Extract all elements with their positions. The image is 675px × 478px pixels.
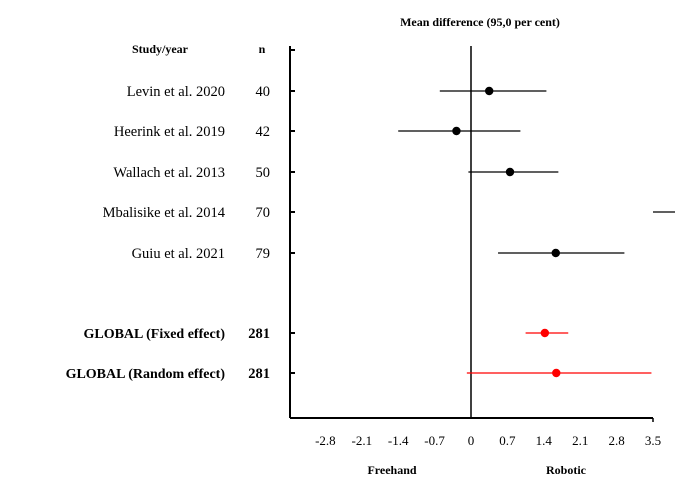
- x-tick-label: -2.1: [352, 433, 373, 448]
- chart-title: Mean difference (95,0 per cent): [400, 15, 560, 29]
- point-estimate: [551, 248, 560, 258]
- x-tick-label: 2.8: [608, 433, 624, 448]
- study-n: 42: [256, 124, 271, 140]
- x-tick-label: -0.7: [424, 433, 445, 448]
- point-estimate: [485, 86, 494, 96]
- x-tick-label: 0: [468, 433, 475, 448]
- point-estimate: [452, 126, 461, 136]
- study-label: GLOBAL (Fixed effect): [83, 327, 225, 342]
- axes: -2.8 -2.1 -1.4 -0.7 0 0.7 1.4 2.1 2.8 3.5: [289, 46, 661, 448]
- study-n: 79: [256, 246, 271, 262]
- study-label: GLOBAL (Random effect): [66, 367, 226, 382]
- study-n: 70: [256, 205, 271, 221]
- n-column-header: n: [259, 42, 266, 56]
- point-estimate: [505, 167, 515, 177]
- study-marks: [398, 86, 675, 378]
- study-label: Mbalisike et al. 2014: [103, 205, 226, 221]
- x-tick-label: 3.5: [645, 433, 661, 448]
- study-n: 281: [248, 326, 270, 342]
- freehand-label: Freehand: [367, 463, 416, 477]
- x-tick-label: 0.7: [499, 433, 516, 448]
- study-n: 281: [248, 366, 270, 382]
- study-label: Guiu et al. 2021: [132, 246, 225, 262]
- study-n: 40: [256, 84, 271, 100]
- x-tick-label: -2.8: [315, 433, 336, 448]
- study-n: 50: [256, 165, 271, 181]
- study-label: Levin et al. 2020: [127, 84, 225, 100]
- point-estimate: [552, 368, 561, 378]
- study-column-header: Study/year: [132, 42, 189, 56]
- x-tick-label: 1.4: [536, 433, 553, 448]
- point-estimate: [540, 328, 550, 338]
- study-label: Wallach et al. 2013: [113, 165, 225, 181]
- study-labels: Levin et al. 2020 40 Heerink et al. 2019 42…: [66, 84, 270, 382]
- x-tick-label: -1.4: [388, 433, 409, 448]
- x-tick-label: 2.1: [572, 433, 588, 448]
- robotic-label: Robotic: [546, 463, 587, 477]
- study-label: Heerink et al. 2019: [114, 124, 225, 140]
